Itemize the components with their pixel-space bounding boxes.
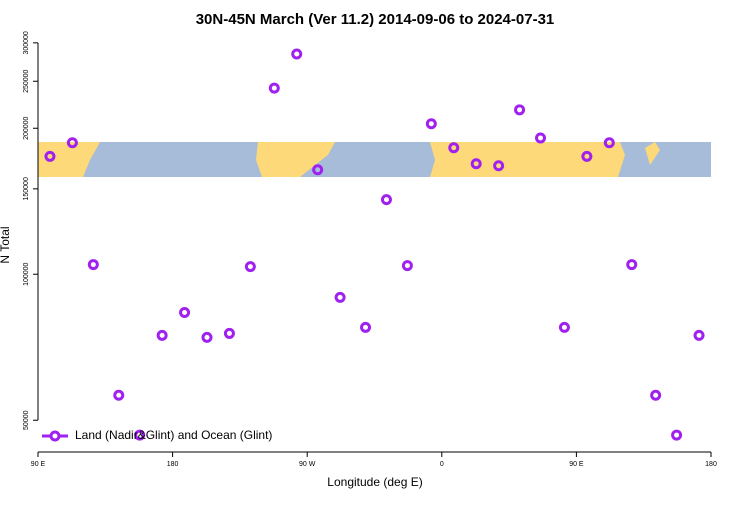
point (113, 389, 125, 401)
y-tick-label: 300000 (23, 31, 30, 54)
chart-title: 30N-45N March (Ver 11.2) 2014-09-06 to 2… (196, 11, 555, 28)
point (291, 48, 303, 60)
x-tick-label: 90 E (569, 461, 584, 468)
y-tick-label: 150000 (23, 177, 30, 200)
point (650, 389, 662, 401)
point (581, 150, 593, 162)
y-tick-label: 100000 (23, 262, 30, 285)
point (693, 329, 705, 341)
point (470, 158, 482, 170)
legend-label: Land (Nadir&Glint) and Ocean (Glint) (75, 428, 272, 442)
point (66, 137, 78, 149)
x-tick-label: 0 (440, 461, 444, 468)
point (360, 321, 372, 333)
point (44, 150, 56, 162)
point (334, 291, 346, 303)
legend-marker (49, 430, 61, 442)
point (448, 142, 460, 154)
point (201, 331, 213, 343)
x-tick-label: 180 (167, 461, 179, 468)
point (493, 160, 505, 172)
point (558, 321, 570, 333)
x-tick-label: 90 W (299, 461, 316, 468)
point (223, 327, 235, 339)
point (244, 261, 256, 273)
point (626, 259, 638, 271)
x-axis-label: Longitude (deg E) (327, 475, 422, 489)
point (156, 329, 168, 341)
x-tick-label: 90 E (31, 461, 46, 468)
point (312, 164, 324, 176)
point (535, 132, 547, 144)
point (603, 137, 615, 149)
point (268, 82, 280, 94)
point (380, 194, 392, 206)
x-tick-label: 180 (705, 461, 717, 468)
point (134, 429, 146, 441)
point (401, 260, 413, 272)
point (179, 306, 191, 318)
point (514, 104, 526, 116)
y-tick-label: 200000 (23, 116, 30, 139)
y-tick-label: 50000 (23, 410, 30, 430)
y-axis-label: N Total (0, 226, 12, 263)
point (425, 118, 437, 130)
y-tick-label: 250000 (23, 69, 30, 92)
point (671, 429, 683, 441)
point (87, 259, 99, 271)
